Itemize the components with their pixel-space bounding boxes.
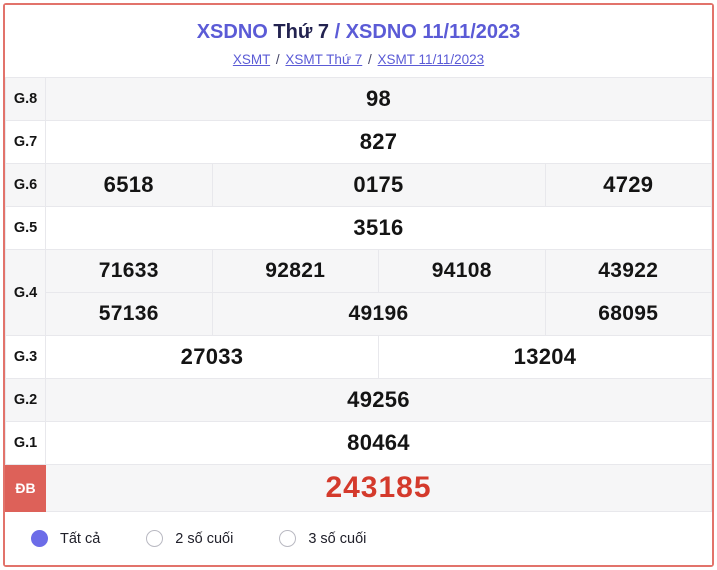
prize-label-g2: G.2: [5, 378, 46, 422]
title-code-2: XSDNO: [345, 21, 417, 43]
title-code: XSDNO: [196, 21, 268, 43]
radio-option-last-3[interactable]: 3 số cuối: [279, 530, 366, 547]
breadcrumb: XSMT / XSMT Thứ 7 / XSMT 11/11/2023: [13, 51, 704, 69]
results-table: G.8 98 G.7 827 G.6 6518 0175 4729 G.5 35…: [5, 77, 712, 512]
prize-label-g6: G.6: [5, 163, 46, 207]
title-day: Thứ 7: [273, 21, 330, 43]
results-table-wrapper: G.8 98 G.7 827 G.6 6518 0175 4729 G.5 35…: [5, 77, 712, 512]
prize-value-g2-1: 49256: [45, 378, 712, 422]
prize-value-g4-4: 43922: [544, 249, 712, 293]
table-row: 57136 49196 68095: [6, 292, 712, 336]
table-row: G.8 98: [5, 77, 712, 121]
prize-value-g4-2: 92821: [211, 249, 379, 293]
prize-value-g6-1: 6518: [45, 163, 213, 207]
breadcrumb-separator-1: /: [275, 52, 280, 67]
prize-value-g5-1: 3516: [45, 206, 712, 250]
radio-selected-icon[interactable]: [31, 530, 48, 547]
page-title: XSDNO Thứ 7 / XSDNO 11/11/2023: [13, 19, 704, 45]
radio-option-last-2[interactable]: 2 số cuối: [146, 530, 233, 547]
prize-value-db-1: 243185: [45, 464, 712, 512]
table-row: G.1 80464: [5, 421, 712, 465]
prize-value-g3-1: 27033: [45, 335, 379, 379]
prize-label-g7: G.7: [5, 120, 46, 164]
prize-value-g6-3: 4729: [544, 163, 712, 207]
radio-label-last-2: 2 số cuối: [175, 530, 234, 547]
title-separator: /: [334, 21, 341, 43]
prize-value-g4-6: 49196: [211, 292, 546, 336]
radio-label-last-3: 3 số cuối: [308, 530, 367, 547]
prize-label-db: ĐB: [5, 464, 46, 512]
radio-unselected-icon[interactable]: [279, 530, 297, 547]
breadcrumb-link-region[interactable]: XSMT: [232, 52, 271, 67]
prize-value-g1-1: 80464: [45, 421, 712, 465]
prize-value-g4-7: 68095: [544, 292, 712, 336]
table-row: G.4 71633 92821 94108 43922: [5, 249, 712, 336]
table-row: G.3 27033 13204: [5, 335, 712, 379]
prize-label-g4: G.4: [5, 249, 46, 336]
prize-label-g8: G.8: [5, 77, 46, 121]
prize-label-g1: G.1: [5, 421, 46, 465]
prize-value-g4-1: 71633: [45, 249, 213, 293]
prize-value-g7-1: 827: [45, 120, 712, 164]
table-row: G.7 827: [5, 120, 712, 164]
results-card: XSDNO Thứ 7 / XSDNO 11/11/2023 XSMT / XS…: [3, 3, 714, 567]
prize-label-g5: G.5: [5, 206, 46, 250]
breadcrumb-link-day[interactable]: XSMT Thứ 7: [285, 52, 363, 67]
prize-label-g3: G.3: [5, 335, 46, 379]
card-header: XSDNO Thứ 7 / XSDNO 11/11/2023 XSMT / XS…: [5, 5, 712, 77]
breadcrumb-link-date[interactable]: XSMT 11/11/2023: [377, 52, 485, 67]
breadcrumb-separator-2: /: [368, 52, 372, 67]
table-row: G.2 49256: [5, 378, 712, 422]
prize-value-g4-3: 94108: [378, 249, 546, 293]
prize-value-g4-5: 57136: [45, 292, 213, 336]
table-row: ĐB 243185: [5, 464, 712, 512]
prize-value-g6-2: 0175: [211, 163, 546, 207]
radio-option-all[interactable]: Tất cả: [31, 530, 100, 547]
table-row: G.6 6518 0175 4729: [5, 163, 712, 207]
prize-value-g3-2: 13204: [378, 335, 712, 379]
radio-unselected-icon[interactable]: [146, 530, 164, 547]
radio-label-all: Tất cả: [60, 530, 101, 547]
title-date: 11/11/2023: [422, 21, 521, 43]
filter-bar: Tất cả 2 số cuối 3 số cuối: [5, 512, 712, 565]
prize-value-g8-1: 98: [45, 77, 712, 121]
table-row: G.5 3516: [5, 206, 712, 250]
